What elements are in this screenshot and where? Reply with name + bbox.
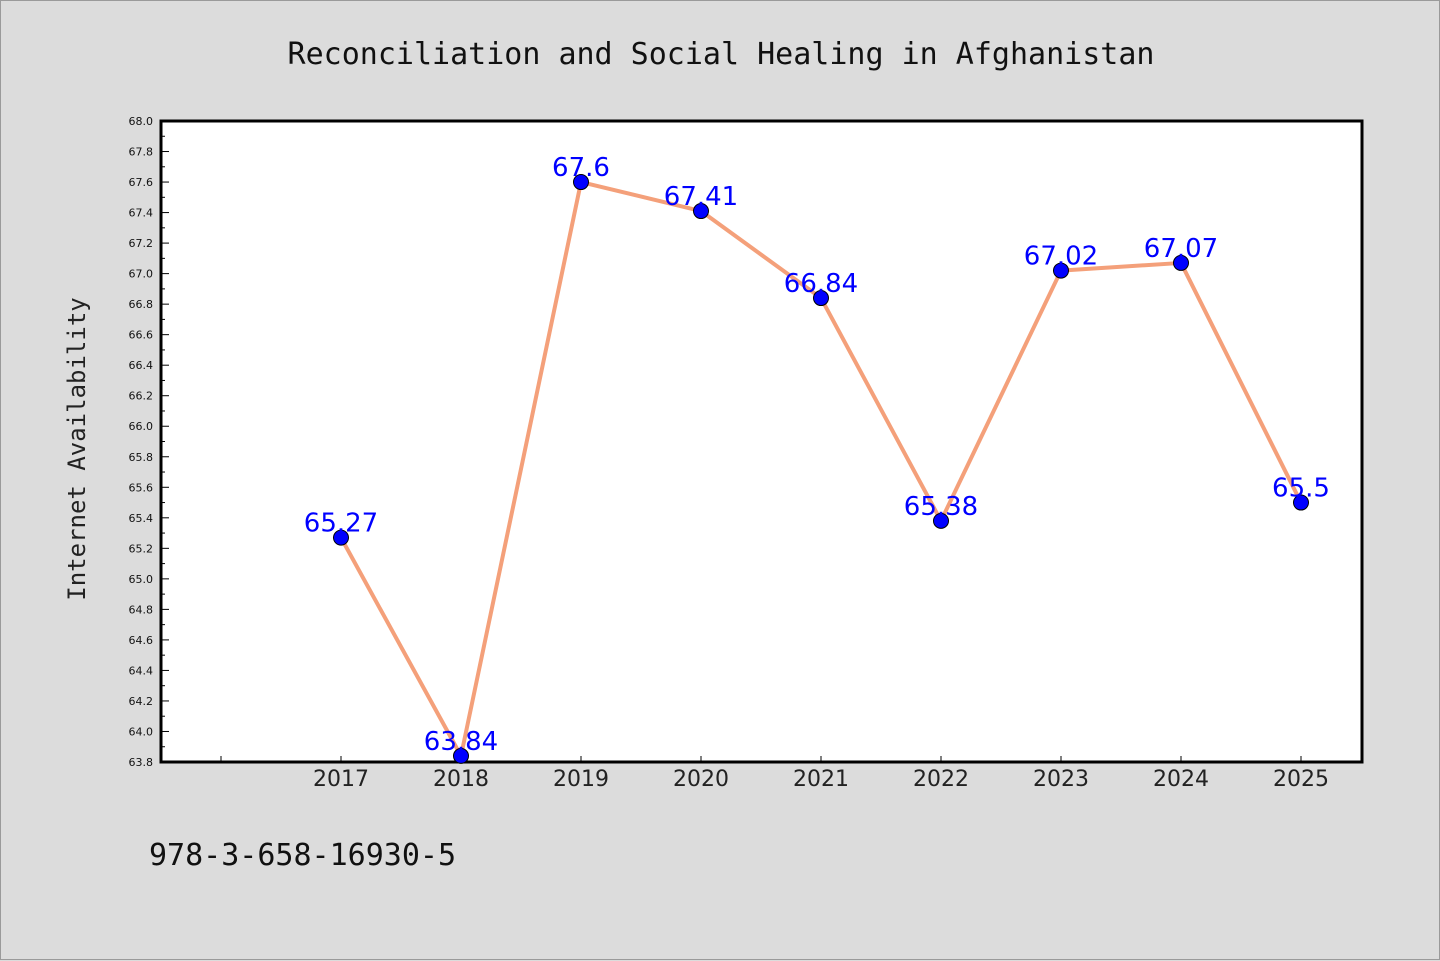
y-axis: 63.8 64.0 64.2 64.4 64.6 64.8 65.0 65.2 65.4 65.6… (129, 115, 169, 769)
data-point (813, 290, 829, 307)
x-tick-label: 2024 (1153, 767, 1209, 792)
data-label: 67.02 (1024, 242, 1098, 272)
y-tick-label: 64.4 (129, 664, 154, 677)
x-tick-label: 2019 (553, 767, 609, 792)
y-tick-label: 67.4 (129, 207, 154, 220)
data-point (453, 747, 469, 764)
y-tick-label: 67.2 (129, 237, 154, 250)
y-tick-label: 65.6 (129, 481, 154, 494)
series-layer (333, 174, 1309, 764)
plot-area (159, 119, 1364, 764)
data-label: 67.6 (552, 153, 610, 183)
x-tick-label: 2017 (313, 767, 369, 792)
data-point (1173, 254, 1189, 271)
data-label: 65.27 (304, 509, 378, 539)
data-point (1053, 262, 1069, 279)
isbn-text: 978-3-658-16930-5 (149, 838, 456, 873)
x-tick-label: 2020 (673, 767, 729, 792)
x-tick-label: 2021 (793, 767, 849, 792)
data-labels: 65.27 63.84 67.6 67.41 66.84 65.38 67.02 67.07 6… (304, 153, 1330, 757)
y-tick-label: 64.2 (129, 695, 154, 708)
y-tick-label: 66.6 (129, 329, 154, 342)
y-tick-label: 64.8 (129, 603, 154, 616)
x-tick-label: 2018 (433, 767, 489, 792)
y-tick-label: 65.4 (129, 512, 154, 525)
data-point (1293, 494, 1309, 511)
data-point (693, 203, 709, 220)
y-tick-label: 67.6 (129, 176, 154, 189)
y-tick-label: 67.0 (129, 268, 154, 281)
x-axis: 2017 2018 2019 2020 2021 2022 2023 2024 2025 (220, 756, 1329, 792)
chart-title: Reconciliation and Social Healing in Afg… (288, 37, 1155, 72)
y-tick-label: 66.4 (129, 359, 154, 372)
y-tick-label: 64.6 (129, 634, 154, 647)
data-label: 67.41 (664, 182, 738, 212)
data-point (933, 512, 949, 529)
y-tick-label: 65.8 (129, 451, 154, 464)
y-tick-label: 66.0 (129, 420, 154, 433)
x-tick-label: 2022 (913, 767, 969, 792)
y-tick-label: 68.0 (129, 115, 154, 128)
data-point (333, 529, 349, 546)
y-tick-label: 66.8 (129, 298, 154, 311)
data-label: 67.07 (1144, 234, 1218, 264)
data-label: 66.84 (784, 269, 858, 299)
y-tick-label: 64.0 (129, 725, 154, 738)
data-label: 63.84 (424, 727, 498, 757)
y-axis-label: Internet Availability (63, 297, 91, 600)
y-tick-label: 66.2 (129, 390, 154, 403)
x-tick-label: 2025 (1273, 767, 1329, 792)
y-tick-label: 65.0 (129, 573, 154, 586)
y-tick-label: 67.8 (129, 146, 154, 159)
data-point (573, 174, 589, 191)
y-tick-label: 65.2 (129, 542, 154, 555)
x-tick-label: 2023 (1033, 767, 1089, 792)
data-label: 65.38 (904, 492, 978, 522)
y-tick-label: 63.8 (129, 756, 154, 769)
data-label: 65.5 (1272, 474, 1330, 504)
